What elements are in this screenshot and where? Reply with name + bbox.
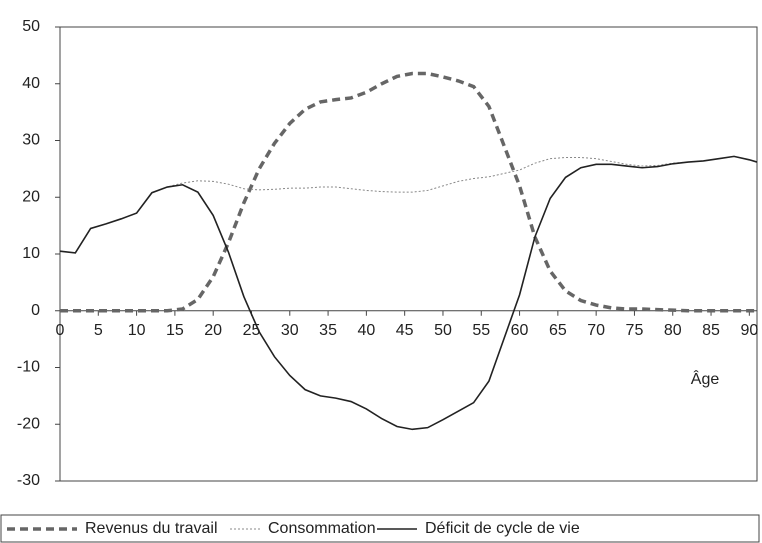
legend-label: Consommation xyxy=(268,520,376,537)
y-tick-label: -20 xyxy=(17,415,40,432)
y-tick-label: -30 xyxy=(17,472,40,489)
y-tick-label: 50 xyxy=(22,18,40,35)
x-tick-label: 10 xyxy=(128,322,146,339)
series-line xyxy=(59,155,758,254)
series-line xyxy=(59,155,758,431)
series-line xyxy=(60,71,757,313)
x-tick-label: 90 xyxy=(740,322,758,339)
x-tick-label: 5 xyxy=(94,322,103,339)
legend-label: Déficit de cycle de vie xyxy=(425,520,580,537)
legend-label: Revenus du travail xyxy=(85,520,218,537)
x-tick-label: 35 xyxy=(319,322,337,339)
x-tick-label: 15 xyxy=(166,322,184,339)
x-tick-label: 60 xyxy=(511,322,529,339)
x-tick-label: 20 xyxy=(204,322,222,339)
y-tick-label: 30 xyxy=(22,132,40,149)
x-tick-label: 85 xyxy=(702,322,720,339)
x-tick-label: 50 xyxy=(434,322,452,339)
y-tick-label: 20 xyxy=(22,188,40,205)
y-tick-label: 10 xyxy=(22,245,40,262)
x-tick-label: 80 xyxy=(664,322,682,339)
x-tick-label: 65 xyxy=(549,322,567,339)
y-tick-label: 0 xyxy=(31,302,40,319)
y-tick-label: 40 xyxy=(22,75,40,92)
x-axis-label: Âge xyxy=(691,369,720,388)
x-tick-label: 30 xyxy=(281,322,299,339)
plot-frame xyxy=(59,26,758,482)
x-tick-label: 40 xyxy=(357,322,375,339)
x-tick-label: 55 xyxy=(472,322,490,339)
x-tick-label: 75 xyxy=(626,322,644,339)
x-tick-label: 70 xyxy=(587,322,605,339)
y-tick-label: -10 xyxy=(17,359,40,376)
x-tick-label: 45 xyxy=(396,322,414,339)
x-tick-label: 0 xyxy=(56,322,65,339)
legend-box xyxy=(0,514,760,543)
